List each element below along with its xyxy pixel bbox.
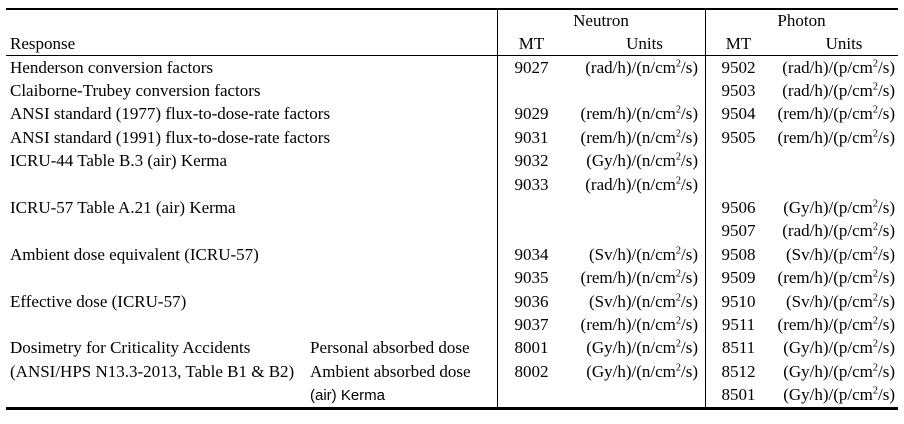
table-row: ANSI standard (1991) flux-to-dose-rate f… [6,126,898,149]
neutron-units-header: Units [626,33,663,53]
table-row: (ANSI/HPS N13.3-2013, Table B1 & B2) Amb… [6,360,898,383]
photon-units-cell: (rem/h)/(p/cm2/s) [777,104,895,124]
response-cell: ANSI standard (1977) flux-to-dose-rate f… [10,104,331,124]
response-cell: ICRU-44 Table B.3 (air) Kerma [10,151,228,171]
table-row: Ambient dose equivalent (ICRU-57) 9034 (… [6,243,898,266]
neutron-units-cell: (Sv/h)/(n/cm2/s) [589,291,698,311]
neutron-mt-cell: 9036 [514,291,549,311]
neutron-mt-cell: 9034 [514,244,549,264]
response-cell: ICRU-57 Table A.21 (air) Kerma [10,198,236,218]
photon-mt-cell: 9505 [721,127,756,147]
photon-units-cell: (Gy/h)/(p/cm2/s) [783,385,895,405]
photon-mt-cell: 9508 [721,244,756,264]
column-divider-photon [705,10,707,407]
table-row: 9037 (rem/h)/(n/cm2/s) 9511 (rem/h)/(p/c… [6,313,898,336]
response-sub-cell: Personal absorbed dose [310,338,470,358]
table-header: Neutron Photon Response MT Units MT Unit… [6,10,898,56]
photon-units-cell: (Gy/h)/(p/cm2/s) [783,338,895,358]
response-sub-cell: Ambient absorbed dose [310,361,471,381]
column-divider-neutron [497,10,499,407]
table-row: Dosimetry for Criticality Accidents Pers… [6,337,898,360]
neutron-mt-cell: 9032 [514,151,549,171]
response-cell: Ambient dose equivalent (ICRU-57) [10,244,259,264]
table-row: Claiborne-Trubey conversion factors 9503… [6,79,898,102]
table-row: Henderson conversion factors 9027 (rad/h… [6,56,898,79]
neutron-units-cell: (Gy/h)/(n/cm2/s) [586,151,698,171]
neutron-units-cell: (Gy/h)/(n/cm2/s) [586,361,698,381]
photon-mt-cell: 9511 [721,314,756,334]
photon-mt-cell: 9510 [721,291,756,311]
photon-mt-header: MT [725,33,752,53]
photon-mt-cell: 8511 [721,338,756,358]
photon-units-cell: (Sv/h)/(p/cm2/s) [786,244,895,264]
table-row: ICRU-57 Table A.21 (air) Kerma 9506 (Gy/… [6,196,898,219]
photon-mt-cell: 8501 [721,385,756,405]
photon-units-cell: (rad/h)/(p/cm2/s) [782,81,895,101]
photon-units-cell: (rem/h)/(p/cm2/s) [777,268,895,288]
photon-mt-cell: 9502 [721,57,756,77]
photon-units-cell: (rem/h)/(p/cm2/s) [777,314,895,334]
neutron-mt-cell: 8002 [514,361,549,381]
table-row: 9035 (rem/h)/(n/cm2/s) 9509 (rem/h)/(p/c… [6,267,898,290]
neutron-mt-cell: 9029 [514,104,549,124]
table-row: ICRU-44 Table B.3 (air) Kerma 9032 (Gy/h… [6,150,898,173]
response-cell: (ANSI/HPS N13.3-2013, Table B1 & B2) [10,361,295,381]
neutron-units-cell: (Sv/h)/(n/cm2/s) [589,244,698,264]
neutron-units-cell: (Gy/h)/(n/cm2/s) [586,338,698,358]
photon-units-cell: (Gy/h)/(p/cm2/s) [783,361,895,381]
table-row: Effective dose (ICRU-57) 9036 (Sv/h)/(n/… [6,290,898,313]
neutron-group-header: Neutron [573,11,629,30]
neutron-mt-cell: 9035 [514,268,549,288]
neutron-mt-header: MT [518,33,545,53]
photon-group-header: Photon [777,11,826,30]
table-row: 9033 (rad/h)/(n/cm2/s) [6,173,898,196]
photon-mt-cell: 9503 [721,81,756,101]
group-header-row: Neutron Photon [6,10,898,32]
neutron-mt-cell: 9037 [514,314,549,334]
response-cell: Claiborne-Trubey conversion factors [10,81,261,101]
neutron-mt-cell: 9033 [514,174,549,194]
table-row: 9507 (rad/h)/(p/cm2/s) [6,220,898,243]
neutron-units-cell: (rad/h)/(n/cm2/s) [585,57,698,77]
neutron-mt-cell: 9031 [514,127,549,147]
table-row: (air) Kerma 8501 (Gy/h)/(p/cm2/s) [6,383,898,406]
response-header: Response [10,33,76,53]
photon-units-cell: (rem/h)/(p/cm2/s) [777,127,895,147]
neutron-units-cell: (rad/h)/(n/cm2/s) [585,174,698,194]
neutron-mt-cell: 8001 [514,338,549,358]
neutron-mt-cell: 9027 [514,57,549,77]
photon-units-cell: (rad/h)/(p/cm2/s) [782,221,895,241]
neutron-units-cell: (rem/h)/(n/cm2/s) [580,314,698,334]
neutron-units-cell: (rem/h)/(n/cm2/s) [580,104,698,124]
photon-units-header: Units [825,33,863,53]
table-row: ANSI standard (1977) flux-to-dose-rate f… [6,103,898,126]
photon-mt-cell: 8512 [721,361,756,381]
photon-units-cell: (Sv/h)/(p/cm2/s) [786,291,895,311]
response-sub-cell: (air) Kerma [310,386,386,404]
response-cell: Effective dose (ICRU-57) [10,291,187,311]
response-cell: Dosimetry for Criticality Accidents [10,338,251,358]
neutron-units-cell: (rem/h)/(n/cm2/s) [580,268,698,288]
photon-mt-cell: 9507 [721,221,756,241]
dose-conversion-table: Neutron Photon Response MT Units MT Unit… [6,8,898,410]
response-cell: Henderson conversion factors [10,57,213,77]
photon-units-cell: (Gy/h)/(p/cm2/s) [783,198,895,218]
photon-units-cell: (rad/h)/(p/cm2/s) [782,57,895,77]
photon-mt-cell: 9509 [721,268,756,288]
column-header-row: Response MT Units MT Units [6,32,898,55]
photon-mt-cell: 9506 [721,198,756,218]
table-body: Henderson conversion factors 9027 (rad/h… [6,56,898,407]
response-cell: ANSI standard (1991) flux-to-dose-rate f… [10,127,331,147]
neutron-units-cell: (rem/h)/(n/cm2/s) [580,127,698,147]
photon-mt-cell: 9504 [721,104,756,124]
